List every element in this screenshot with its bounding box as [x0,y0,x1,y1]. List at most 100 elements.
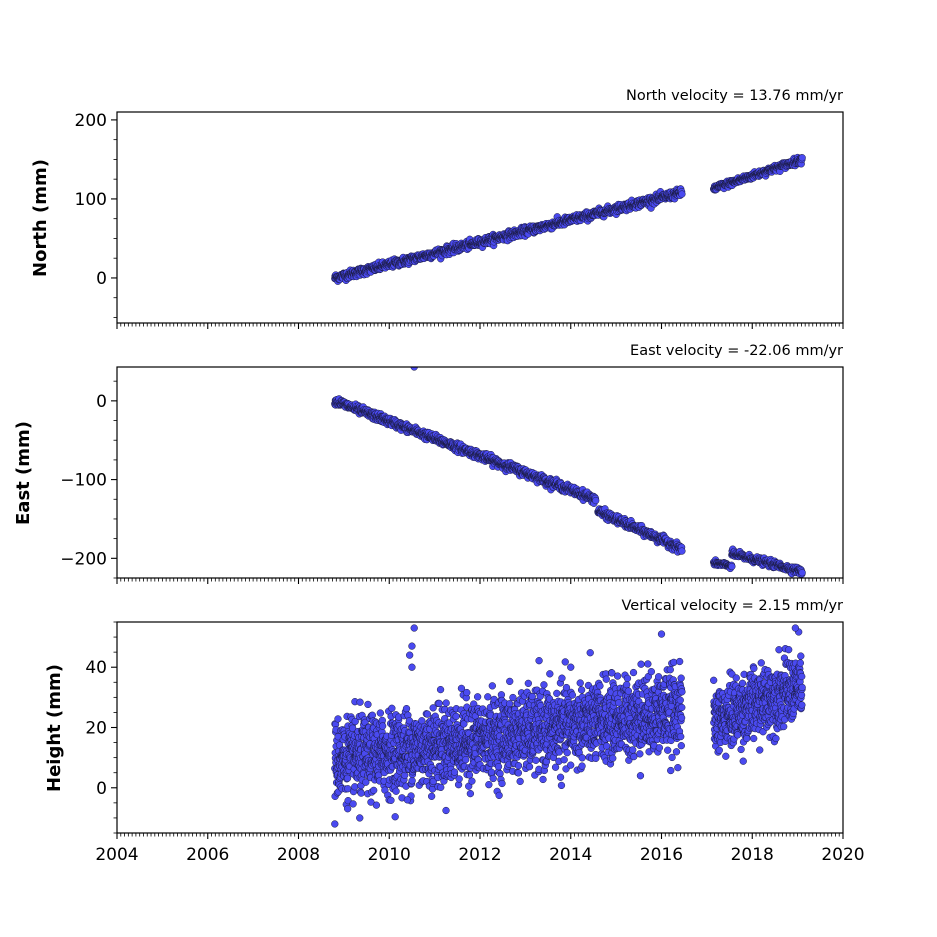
height-point [349,800,357,808]
height-point [506,677,514,686]
height-point [387,796,395,804]
east-panel: East velocity = -22.06 mm/yr East (mm) −… [13,343,844,584]
height-point [344,805,352,813]
east-y-tick-label: 0 [96,392,107,412]
height-point [560,756,568,764]
height-point [349,724,357,732]
height-point [372,801,381,809]
north-point [678,190,686,198]
north-velocity-title: North velocity = 13.76 mm/yr [626,88,843,104]
height-point [494,763,503,771]
height-point [463,688,471,697]
height-point [528,692,536,701]
height-point [455,775,463,783]
height-point [484,693,492,701]
height-point [370,786,378,795]
height-point [568,691,577,699]
height-point [388,704,396,712]
east-point [678,547,686,555]
height-point [557,781,566,790]
height-point [495,791,503,800]
north-point [798,154,806,162]
height-point [576,679,584,687]
height-point [376,709,385,717]
east-ylabel: East (mm) [13,421,34,525]
north-panel: North velocity = 13.76 mm/yr North (mm) … [30,88,844,329]
height-ylabel: Height (mm) [44,664,65,792]
east-y-tick-label: −100 [60,471,107,491]
height-point [514,769,522,777]
east-y-ticks [111,380,117,579]
height-point [488,682,496,690]
height-point [485,781,493,789]
height-point [516,777,524,786]
height-point [343,774,352,782]
height-point [556,773,565,781]
north-ylabel: North (mm) [30,159,51,277]
north-y-tick-label: 0 [96,269,107,289]
height-point [357,789,365,797]
height-point [578,762,586,770]
height-point [489,774,497,783]
north-points [331,153,806,285]
height-point [509,693,517,702]
height-point [539,775,547,784]
east-point [592,496,600,505]
height-point [586,649,594,657]
height-point [551,763,560,771]
height-point [535,657,543,665]
height-point [442,806,450,815]
height-point [442,699,450,707]
height-point [505,700,514,708]
height-point [524,679,532,688]
height-point [450,768,459,776]
height-point [498,779,506,788]
north-y-tick-label: 100 [75,190,107,210]
height-point [427,792,436,800]
height-point [546,670,554,678]
height-point [378,722,387,730]
height-point [465,771,474,779]
east-x-ticks [116,578,844,584]
north-axes-frame [116,111,844,324]
height-point [487,768,496,776]
height-point [437,783,445,792]
east-velocity-title: East velocity = -22.06 mm/yr [630,343,843,359]
north-x-ticks [116,323,844,329]
height-point [364,700,372,709]
height-point [466,789,475,798]
east-points [331,367,806,578]
height-point [334,715,342,723]
height-point [423,710,432,718]
east-y-tick-label: −200 [60,549,107,569]
height-point [344,785,352,793]
height-point [567,761,575,769]
north-y-ticks [111,119,117,318]
height-point [563,749,571,757]
height-point [558,674,566,682]
height-point [473,693,482,701]
height-point [402,704,411,713]
height-point [561,658,569,666]
height-point [553,689,561,698]
height-panel: Vertical velocity = 2.15 mm/yr Height (m… [44,598,865,865]
east-point [728,562,736,571]
height-point [335,741,344,749]
height-point [391,813,399,821]
height-point [452,712,460,721]
height-point [540,681,548,689]
east-point [798,569,806,577]
height-point [514,762,523,770]
height-point [462,756,470,764]
vertical-velocity-title: Vertical velocity = 2.15 mm/yr [622,598,844,614]
height-point [525,763,534,771]
height-point [436,685,445,694]
height-point [578,754,586,762]
height-point [351,783,359,791]
height-point [468,777,476,785]
height-point [408,777,416,785]
height-points [331,624,806,828]
height-point [532,756,540,764]
height-point [577,686,586,694]
